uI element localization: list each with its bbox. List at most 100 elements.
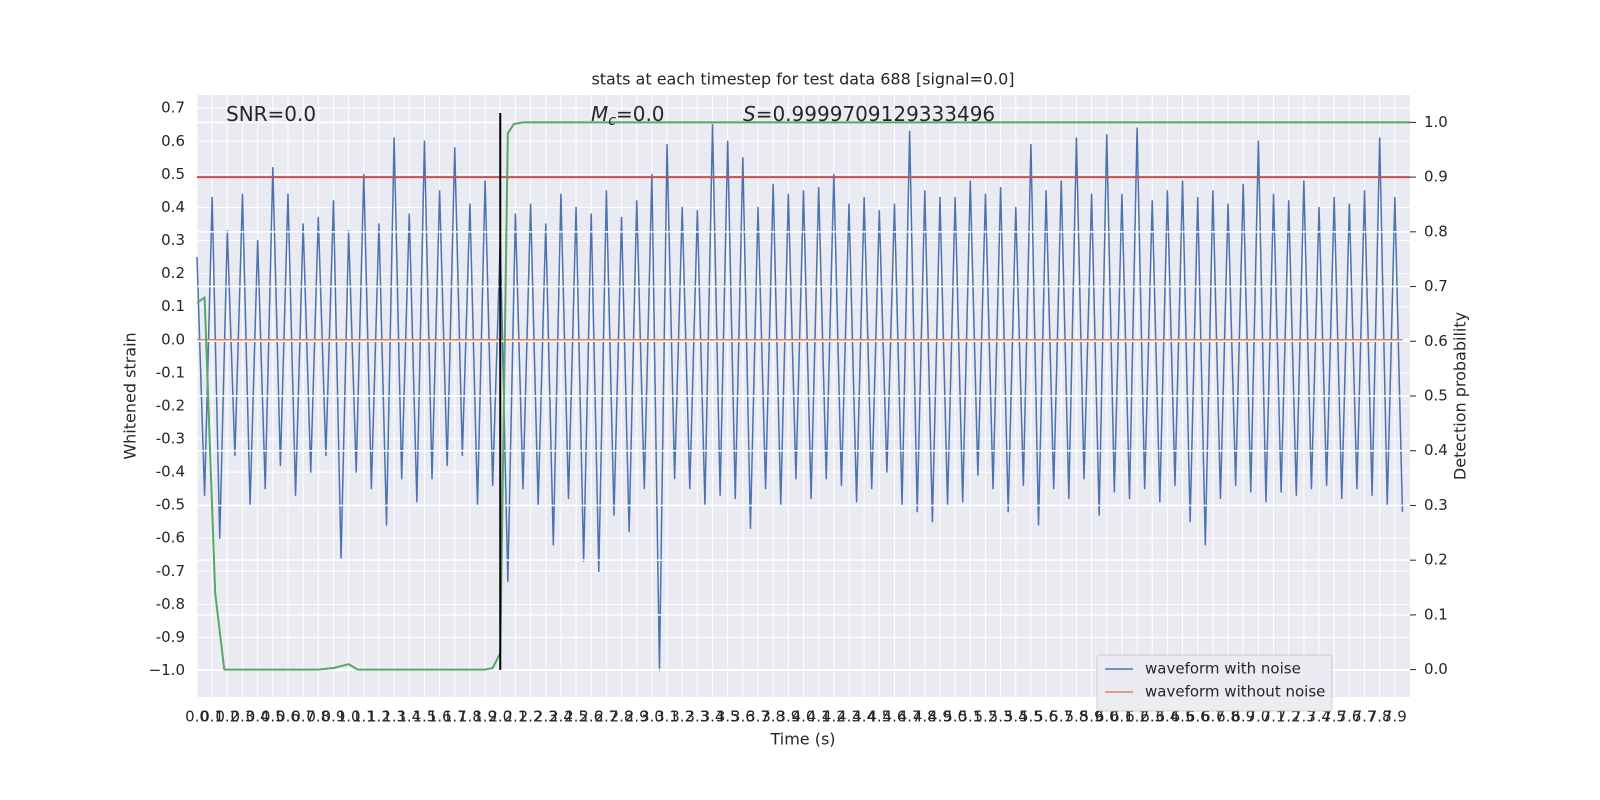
y-tick-label: 0.1	[161, 297, 185, 315]
x-tick-label: 3.7	[746, 708, 770, 726]
y2-tick-label: 0.3	[1424, 496, 1448, 514]
series-line	[196, 124, 1404, 672]
y-tick-label: 0.6	[161, 132, 185, 150]
x-tick-label: 2.0	[488, 708, 512, 726]
x-tick-label: 0.3	[231, 708, 255, 726]
x-tick-label: 6.0	[1095, 708, 1119, 726]
y-tick-label: 0.3	[161, 231, 185, 249]
x-tick-label: 1.8	[458, 708, 482, 726]
x-tick-label: 1.5	[413, 708, 437, 726]
x-tick-label: 3.2	[670, 708, 694, 726]
y2-tick-label: 0.5	[1424, 387, 1448, 405]
y-tick-label: -0.2	[156, 396, 185, 414]
x-tick-label: 5.0	[943, 708, 967, 726]
annotation: SNR=0.0	[226, 102, 316, 126]
y-tick-label: -0.6	[156, 529, 185, 547]
x-tick-label: 1.0	[337, 708, 361, 726]
x-tick-label: 0.9	[322, 708, 346, 726]
y-tick-label: 0.0	[161, 330, 185, 348]
x-tick-label: 7.9	[1383, 708, 1407, 726]
series-line	[196, 121, 1410, 671]
x-tick-label: 6.9	[1231, 708, 1255, 726]
x-tick-label: 2.8	[610, 708, 634, 726]
y-tick-label: 0.4	[161, 198, 185, 216]
x-tick-label: 0.6	[276, 708, 300, 726]
y-tick-label: -0.5	[156, 496, 185, 514]
x-tick-label: 7.4	[1307, 708, 1331, 726]
x-tick-label: 5.6	[1034, 708, 1058, 726]
annotation: S=0.9999709129333496	[743, 102, 995, 126]
x-tick-label: 3.5	[716, 708, 740, 726]
y2-tick-label: 0.0	[1424, 660, 1448, 678]
x-tick-label: 7.8	[1368, 708, 1392, 726]
x-tick-label: 7.1	[1262, 708, 1286, 726]
x-tick-label: 5.2	[974, 708, 998, 726]
x-tick-label: 1.2	[367, 708, 391, 726]
x-tick-label: 5.5	[1019, 708, 1043, 726]
x-tick-label: 3.9	[776, 708, 800, 726]
x-tick-label: 4.2	[822, 708, 846, 726]
y-tick-label: -0.8	[156, 595, 185, 613]
x-tick-label: 4.9	[928, 708, 952, 726]
y-tick-label: -0.4	[156, 463, 185, 481]
x-tick-label: 0.2	[215, 708, 239, 726]
x-tick-label: 3.0	[640, 708, 664, 726]
x-tick-label: 5.4	[1004, 708, 1028, 726]
annotation-symbol: S	[743, 102, 756, 126]
y2-tick-label: 0.4	[1424, 441, 1448, 459]
x-tick-label: 4.5	[867, 708, 891, 726]
x-tick-label: 6.7	[1201, 708, 1225, 726]
x-axis-label: Time (s)	[769, 730, 835, 749]
x-tick-label: 6.5	[1171, 708, 1195, 726]
y-tick-label: -0.9	[156, 628, 185, 646]
x-tick-label: 6.2	[1125, 708, 1149, 726]
y-tick-label: 0.2	[161, 264, 185, 282]
annotation-text: =0.0	[616, 102, 665, 126]
x-tick-label: 5.3	[989, 708, 1013, 726]
x-tick-label: 1.6	[428, 708, 452, 726]
x-tick-label: 1.9	[473, 708, 497, 726]
x-tick-label: 3.6	[731, 708, 755, 726]
x-tick-label: 0.7	[291, 708, 315, 726]
x-tick-label: 7.2	[1277, 708, 1301, 726]
x-tick-label: 2.2	[519, 708, 543, 726]
y-tick-label: 0.5	[161, 165, 185, 183]
x-tick-label: 0.1	[200, 708, 224, 726]
chart-title: stats at each timestep for test data 688…	[591, 70, 1014, 89]
x-tick-label: 0.5	[261, 708, 285, 726]
x-tick-label: 1.1	[352, 708, 376, 726]
x-tick-label: 3.4	[701, 708, 725, 726]
x-tick-label: 2.3	[534, 708, 558, 726]
x-tick-label: 2.4	[549, 708, 573, 726]
legend-box	[1096, 654, 1333, 712]
y-tick-label: -0.1	[156, 363, 185, 381]
x-tick-label: 4.1	[807, 708, 831, 726]
x-tick-label: 4.0	[792, 708, 816, 726]
x-tick-label: 2.7	[594, 708, 618, 726]
x-tick-label: 7.0	[1246, 708, 1270, 726]
y-axis-label: Whitened strain	[121, 332, 140, 459]
legend-label: waveform with noise	[1145, 660, 1301, 678]
x-tick-label: 5.9	[1080, 708, 1104, 726]
x-tick-label: 5.7	[1049, 708, 1073, 726]
x-tick-label: 7.5	[1322, 708, 1346, 726]
x-tick-label: 4.6	[883, 708, 907, 726]
x-tick-label: 5.1	[958, 708, 982, 726]
legend-label: waveform without noise	[1145, 683, 1325, 701]
x-tick-label: 6.6	[1186, 708, 1210, 726]
x-tick-label: 7.7	[1353, 708, 1377, 726]
x-tick-label: 2.6	[579, 708, 603, 726]
y2-tick-label: 0.2	[1424, 551, 1448, 569]
x-tick-label: 6.3	[1140, 708, 1164, 726]
y2-tick-label: 0.8	[1424, 222, 1448, 240]
y-tick-label: −1.0	[149, 661, 185, 679]
x-tick-label: 4.3	[837, 708, 861, 726]
x-tick-label: 0.0	[185, 708, 209, 726]
x-tick-label: 4.7	[898, 708, 922, 726]
y2-tick-label: 0.6	[1424, 332, 1448, 350]
annotation: Mc=0.0	[591, 102, 665, 130]
x-tick-label: 3.3	[685, 708, 709, 726]
x-tick-label: 6.1	[1110, 708, 1134, 726]
